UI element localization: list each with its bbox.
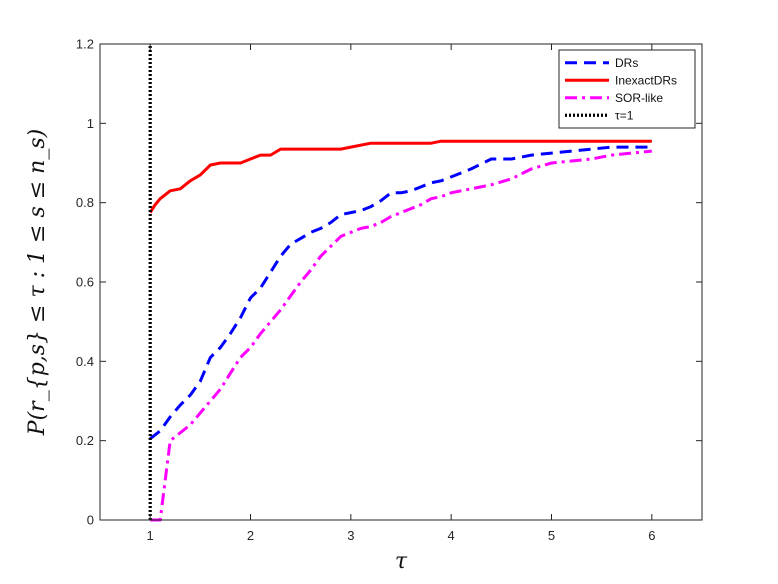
y-tick-label: 0.6 bbox=[76, 275, 94, 290]
legend-label-0: DRs bbox=[615, 56, 638, 70]
y-tick-label: 0 bbox=[87, 513, 94, 528]
legend-label-1: InexactDRs bbox=[615, 73, 677, 87]
y-tick-label: 1.2 bbox=[76, 37, 94, 52]
series-line-0 bbox=[149, 145, 652, 440]
series-line-1 bbox=[148, 139, 652, 214]
x-tick-label: 4 bbox=[448, 528, 455, 543]
y-axis-title: P(r_{p,s} ≤ τ : 1 ≤ s ≤ n_s) bbox=[25, 129, 50, 436]
y-tick-label: 0.8 bbox=[76, 195, 94, 210]
x-tick-label: 6 bbox=[648, 528, 655, 543]
x-tick-label: 1 bbox=[147, 528, 154, 543]
x-tick-label: 3 bbox=[347, 528, 354, 543]
legend-label-3: τ=1 bbox=[615, 108, 634, 122]
y-tick-label: 0.4 bbox=[76, 354, 94, 369]
legend: DRs InexactDRs SOR-like τ=1 bbox=[558, 49, 696, 129]
x-axis-title: τ bbox=[395, 549, 408, 574]
axes: 1 2 3 4 5 6 0 0.2 0.4 0.6 0.8 1 1.2 τ P(r_{p,s} ≤ τ : … bbox=[25, 37, 703, 574]
x-tick-label: 5 bbox=[548, 528, 555, 543]
y-tick-label: 1 bbox=[87, 116, 94, 131]
series-line-2 bbox=[150, 149, 652, 522]
legend-label-2: SOR-like bbox=[615, 91, 663, 105]
x-tick-label: 2 bbox=[247, 528, 254, 543]
y-tick-label: 0.2 bbox=[76, 433, 94, 448]
